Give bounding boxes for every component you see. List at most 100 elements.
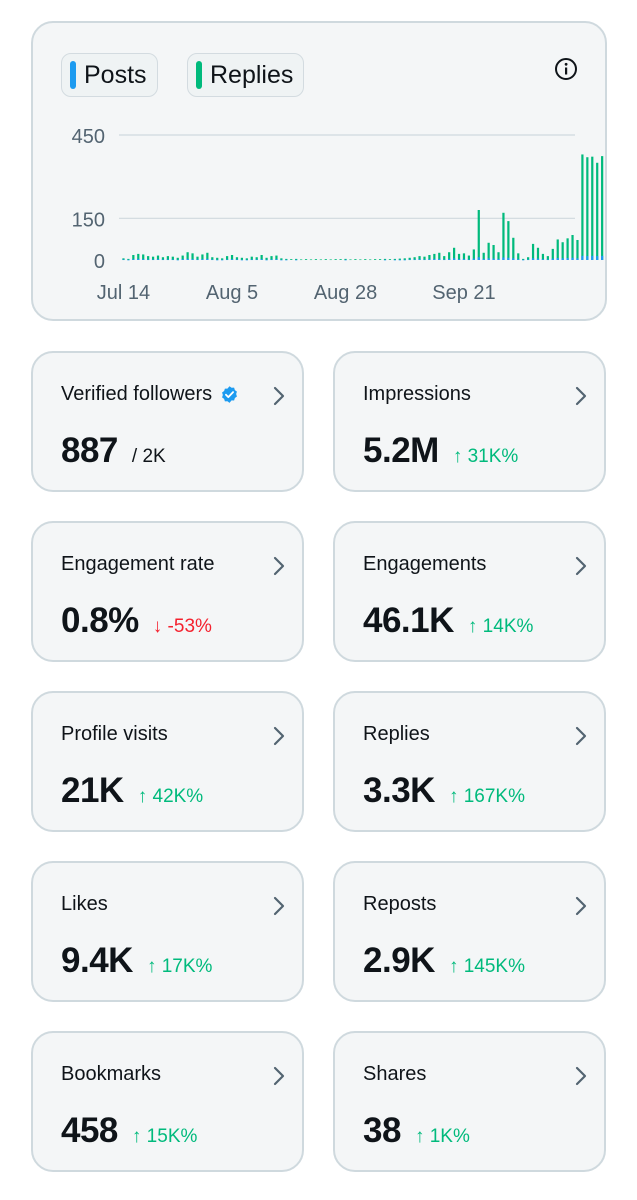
replies-bar [309, 259, 313, 261]
y-tick-label: 0 [94, 251, 105, 273]
analytics-chart-card: Posts Replies 450 150 0 Jul 14 Aug 5 Aug 28 Se… [31, 21, 607, 321]
posts-bar [413, 259, 416, 261]
metric-change: ↑ 15K% [131, 1126, 198, 1147]
metric-change: ↓ -53% [152, 616, 212, 637]
posts-bar [467, 259, 471, 261]
posts-bar [452, 258, 456, 260]
posts-bar [472, 258, 475, 260]
replies-bar [201, 254, 204, 260]
posts-bar [517, 259, 520, 260]
metric-value: 9.4K [61, 941, 133, 980]
chevron-right-icon [273, 896, 285, 916]
metric-change: ↑ 1K% [414, 1126, 470, 1147]
metric-value-row: 21K ↑ 42K% [61, 771, 203, 811]
metric-card-verified-followers[interactable]: Verified followers 887 / 2K [31, 351, 304, 492]
metric-value: 21K [61, 771, 124, 810]
replies-bar [354, 259, 357, 260]
metric-card-profile-visits[interactable]: Profile visits 21K ↑ 42K% [31, 691, 304, 832]
replies-bar [339, 259, 342, 260]
replies-bar [127, 258, 130, 260]
posts-bar [487, 258, 490, 260]
metric-value: 2.9K [363, 941, 435, 980]
posts-bar [265, 259, 268, 261]
replies-bar [151, 256, 155, 260]
metric-card-reposts[interactable]: Reposts 2.9K ↑ 145K% [333, 861, 606, 1002]
posts-bar [541, 259, 545, 260]
posts-bar [250, 259, 253, 261]
replies-bar [601, 156, 604, 260]
replies-bar [517, 253, 520, 260]
replies-bar [497, 252, 500, 260]
replies-bar [482, 252, 485, 260]
info-icon[interactable] [553, 56, 579, 82]
metric-card-engagements[interactable]: Engagements 46.1K ↑ 14K% [333, 521, 606, 662]
posts-bar [596, 256, 599, 260]
replies-bar [522, 258, 525, 260]
replies-bar [206, 252, 209, 260]
replies-bar [314, 259, 318, 260]
y-tick-label: 450 [72, 126, 105, 148]
replies-bar [512, 237, 515, 260]
metric-value-row: 2.9K ↑ 145K% [363, 941, 525, 981]
verified-badge-icon [222, 386, 238, 403]
metric-card-impressions[interactable]: Impressions 5.2M ↑ 31K% [333, 351, 606, 492]
metric-title: Verified followers [61, 383, 239, 406]
legend-replies-toggle[interactable]: Replies [187, 53, 305, 97]
posts-bar [561, 258, 564, 260]
replies-bar [566, 238, 569, 260]
posts-bar [181, 259, 184, 260]
replies-bar [467, 255, 471, 260]
posts-bar [457, 259, 461, 260]
posts-bar [260, 259, 263, 260]
replies-bar [142, 254, 145, 260]
replies-bar [556, 239, 559, 260]
chevron-right-icon [575, 1066, 587, 1086]
metric-change: ↑ 167K% [448, 786, 525, 807]
replies-bar [290, 259, 293, 260]
metric-card-engagement-rate[interactable]: Engagement rate 0.8% ↓ -53% [31, 521, 304, 662]
replies-bar [324, 259, 327, 260]
legend-posts-toggle[interactable]: Posts [61, 53, 158, 97]
posts-bar [240, 259, 244, 261]
replies-bar [240, 257, 244, 260]
replies-bar [295, 258, 298, 260]
metric-title: Engagement rate [61, 553, 214, 576]
posts-bar [492, 258, 495, 260]
replies-bar [255, 257, 258, 260]
metric-title-label: Bookmarks [61, 1063, 162, 1085]
replies-bar [487, 242, 490, 260]
metric-change: ↑ 17K% [146, 956, 213, 977]
posts-bar [433, 258, 436, 260]
metric-card-shares[interactable]: Shares 38 ↑ 1K% [333, 1031, 606, 1172]
metric-value: 38 [363, 1111, 401, 1150]
posts-bar [225, 259, 229, 261]
replies-bar [176, 257, 179, 260]
metric-value-row: 9.4K ↑ 17K% [61, 941, 212, 981]
posts-bar [576, 258, 579, 260]
metric-card-replies[interactable]: Replies 3.3K ↑ 167K% [333, 691, 606, 832]
replies-bar [191, 253, 194, 260]
posts-bar [147, 259, 150, 261]
chevron-right-icon [575, 556, 587, 576]
chevron-right-icon [575, 386, 587, 406]
replies-bar [457, 253, 461, 260]
metric-change: ↑ 14K% [467, 616, 534, 637]
posts-bar [344, 259, 347, 261]
y-tick-label: 150 [72, 209, 105, 231]
posts-bar [428, 259, 431, 260]
metric-value-row: 458 ↑ 15K% [61, 1111, 197, 1151]
posts-bar [196, 259, 199, 261]
replies-bar [329, 259, 332, 261]
posts-bar [285, 259, 288, 261]
replies-bar [452, 247, 456, 260]
metric-value-row: 46.1K ↑ 14K% [363, 601, 533, 641]
replies-bar [378, 259, 382, 260]
metric-card-bookmarks[interactable]: Bookmarks 458 ↑ 15K% [31, 1031, 304, 1172]
replies-bar [374, 259, 377, 260]
posts-bar [270, 259, 273, 261]
metric-card-likes[interactable]: Likes 9.4K ↑ 17K% [31, 861, 304, 1002]
posts-bar [245, 259, 248, 261]
x-tick-label: Sep 21 [432, 282, 495, 304]
replies-bar [265, 257, 268, 260]
metric-title-label: Likes [61, 893, 108, 915]
